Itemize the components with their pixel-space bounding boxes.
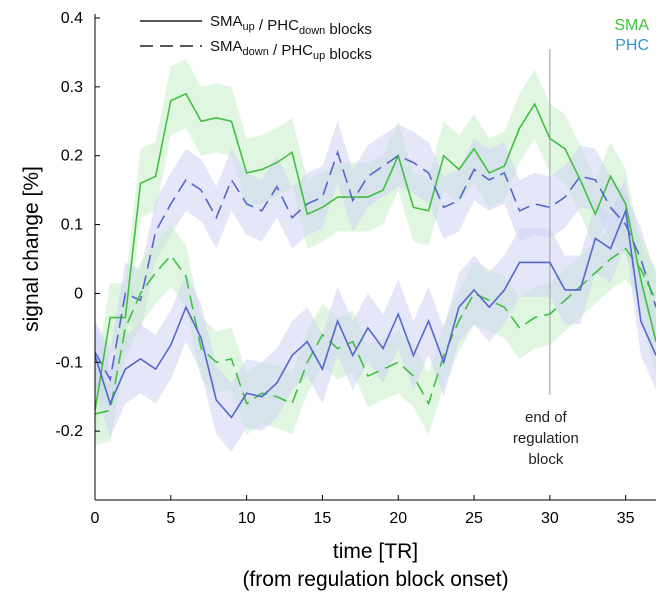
x-tick-label-4: 20: [389, 510, 407, 527]
series-0-line: [95, 92, 656, 411]
legend-text: SMA: [210, 13, 243, 30]
annotation-line-1: regulation: [513, 430, 579, 447]
x-axis-label: time [TR]: [333, 540, 418, 563]
y-tick-label-4: 0.2: [61, 148, 83, 165]
legend-text: SMA: [210, 38, 243, 55]
legend-text: blocks: [325, 46, 372, 63]
region-label-phc: PHC: [615, 37, 649, 54]
legend-text: / PHC: [255, 17, 299, 34]
legend-subscript: down: [243, 46, 269, 58]
legend-entry-0: SMAup / PHCdown blocks: [210, 13, 372, 38]
legend-subscript: up: [313, 50, 325, 62]
x-tick-label-0: 0: [91, 510, 100, 527]
x-axis-label-line2: (from regulation block onset): [242, 568, 508, 591]
x-tick-label-2: 10: [238, 510, 256, 527]
series-3-band: [95, 176, 656, 452]
series-3-line: [95, 207, 656, 419]
x-tick-label-3: 15: [314, 510, 332, 527]
series-2-line: [95, 247, 656, 415]
y-tick-label-1: -0.1: [55, 354, 83, 371]
legend-text: blocks: [325, 21, 372, 38]
x-tick-label-6: 30: [541, 510, 559, 527]
y-tick-label-5: 0.3: [61, 79, 83, 96]
x-tick-label-1: 5: [166, 510, 175, 527]
legend-entry-1: SMAdown / PHCup blocks: [210, 38, 372, 63]
legend-text: / PHC: [269, 42, 313, 59]
legend-subscript: up: [243, 21, 255, 33]
y-tick-label-2: 0: [74, 285, 83, 302]
series-1-band: [95, 121, 656, 411]
y-tick-label-3: 0.1: [61, 217, 83, 234]
x-tick-label-7: 35: [617, 510, 635, 527]
annotation-line-2: block: [528, 451, 564, 468]
y-tick-label-0: -0.2: [55, 423, 83, 440]
y-axis-label: signal change [%]: [20, 166, 43, 332]
y-tick-label-6: 0.4: [61, 10, 83, 27]
region-label-sma: SMA: [614, 17, 649, 34]
series-1-line: [95, 149, 656, 382]
x-tick-label-5: 25: [465, 510, 483, 527]
annotation-line-0: end of: [525, 409, 568, 426]
legend-subscript: down: [299, 25, 325, 37]
